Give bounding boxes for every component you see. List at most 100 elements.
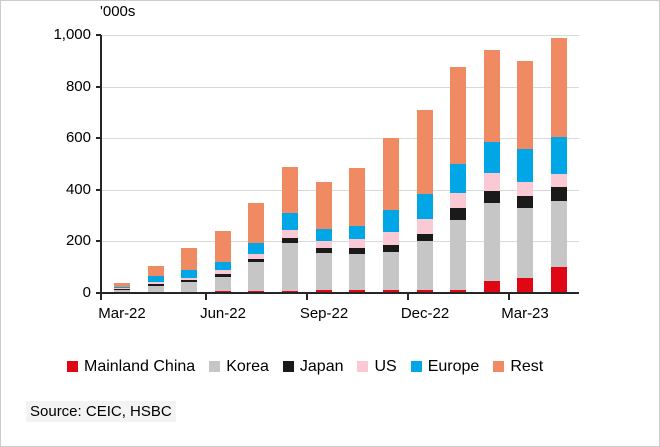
legend-swatch-europe	[410, 361, 422, 372]
bar-segment-rest-nov-22	[383, 138, 399, 210]
bar-segment-us-jul-22	[248, 254, 264, 259]
y-axis-line	[100, 35, 102, 300]
bar-segment-korea-aug-22	[282, 243, 298, 291]
bar-segment-us-aug-22	[282, 230, 298, 238]
y-axis-tick-mark	[96, 34, 101, 36]
bar-segment-europe-mar-23	[517, 149, 533, 182]
bar-segment-europe-mar-22	[114, 287, 130, 288]
y-axis-tick-mark	[96, 189, 101, 191]
bar-segment-korea-may-22	[181, 282, 197, 292]
legend-swatch-rest	[493, 361, 505, 372]
bar-segment-rest-mar-23	[517, 61, 533, 149]
bar-segment-korea-jan-23	[450, 220, 466, 290]
x-axis-label: Dec-22	[400, 305, 450, 322]
x-axis-label: Mar-22	[98, 305, 146, 322]
bar-segment-japan-mar-22	[114, 289, 130, 290]
x-axis-tick-mark	[205, 293, 207, 300]
bar-segment-europe-may-22	[181, 270, 197, 278]
bar-segment-korea-jun-22	[215, 277, 231, 291]
y-axis-tick-label: 1,000	[53, 26, 91, 43]
y-axis-tick-mark	[96, 86, 101, 88]
legend-item-japan: Japan	[282, 357, 343, 376]
legend-item-europe: Europe	[410, 357, 480, 376]
bar-segment-korea-dec-22	[417, 241, 433, 290]
bar-segment-korea-sep-22	[316, 253, 332, 290]
bar-segment-mainland-china-oct-22	[349, 290, 365, 293]
bar-segment-rest-mar-22	[114, 283, 130, 287]
bar-segment-mainland-china-apr-23	[551, 267, 567, 293]
bar-segment-europe-dec-22	[417, 194, 433, 219]
legend-swatch-japan	[282, 361, 294, 372]
legend-item-us: US	[357, 357, 397, 376]
bar-segment-us-sep-22	[316, 241, 332, 248]
y-axis-tick-label: 400	[65, 181, 91, 198]
legend-item-rest: Rest	[493, 357, 543, 376]
bar-segment-korea-apr-23	[551, 201, 567, 267]
x-axis-line	[100, 292, 579, 294]
bar-segment-rest-dec-22	[417, 110, 433, 194]
bar-segment-mainland-china-jan-23	[450, 290, 466, 293]
bar-segment-korea-nov-22	[383, 252, 399, 290]
bar-segment-korea-jul-22	[248, 262, 264, 291]
legend-label-us: US	[374, 358, 397, 375]
bar-segment-europe-nov-22	[383, 210, 399, 232]
y-axis-tick-label: 200	[65, 232, 91, 249]
bar-segment-japan-jun-22	[215, 274, 231, 277]
bar-segment-japan-aug-22	[282, 238, 298, 243]
bar-segment-japan-dec-22	[417, 234, 433, 241]
bar-segment-korea-mar-22	[114, 290, 130, 292]
bar-segment-europe-apr-23	[551, 137, 567, 174]
bar-segment-us-feb-23	[484, 173, 500, 191]
bar-segment-rest-aug-22	[282, 167, 298, 213]
legend-item-korea: Korea	[209, 357, 269, 376]
bar-segment-europe-jan-23	[450, 164, 466, 193]
y-axis-tick-mark	[96, 292, 101, 294]
bar-segment-rest-jan-23	[450, 67, 466, 164]
bar-segment-europe-aug-22	[282, 213, 298, 230]
bar-segment-us-mar-23	[517, 182, 533, 196]
legend-swatch-us	[357, 361, 369, 372]
bar-segment-japan-jul-22	[248, 259, 264, 262]
bar-segment-korea-feb-23	[484, 203, 500, 281]
x-axis-tick-mark	[508, 293, 510, 300]
bar-segment-us-nov-22	[383, 232, 399, 245]
y-axis-tick-label: 0	[82, 284, 91, 301]
bar-segment-japan-apr-22	[148, 284, 164, 286]
bar-segment-japan-mar-23	[517, 196, 533, 208]
bar-segment-europe-apr-22	[148, 276, 164, 282]
bar-segment-europe-oct-22	[349, 226, 365, 239]
bar-segment-mainland-china-feb-23	[484, 281, 500, 293]
bar-segment-japan-jan-23	[450, 208, 466, 220]
bar-segment-us-may-22	[181, 278, 197, 280]
bar-segment-rest-jul-22	[248, 203, 264, 243]
bar-segment-us-dec-22	[417, 219, 433, 234]
source-note: Source: CEIC, HSBC	[26, 401, 176, 422]
legend-swatch-korea	[209, 361, 221, 372]
x-axis-label: Mar-23	[501, 305, 549, 322]
bar-segment-rest-jun-22	[215, 231, 231, 262]
bar-segment-korea-mar-23	[517, 208, 533, 278]
bar-segment-us-apr-22	[148, 282, 164, 284]
bar-segment-rest-may-22	[181, 248, 197, 270]
bar-segment-europe-jul-22	[248, 243, 264, 254]
bar-segment-us-jun-22	[215, 270, 231, 274]
bar-segment-japan-may-22	[181, 280, 197, 282]
bar-segment-europe-jun-22	[215, 262, 231, 270]
legend-item-mainland-china: Mainland China	[67, 357, 195, 376]
y-axis-unit-title: '000s	[100, 3, 136, 20]
bar-segment-mainland-china-dec-22	[417, 290, 433, 293]
bar-segment-mainland-china-nov-22	[383, 290, 399, 293]
legend-label-korea: Korea	[226, 358, 269, 375]
legend-label-mainland-china: Mainland China	[84, 358, 196, 375]
gridline-400	[101, 190, 579, 191]
x-axis-tick-mark	[306, 293, 308, 300]
bar-segment-europe-feb-23	[484, 142, 500, 173]
y-axis-tick-mark	[96, 137, 101, 139]
bar-segment-rest-sep-22	[316, 182, 332, 229]
bar-segment-europe-sep-22	[316, 229, 332, 241]
bar-segment-us-apr-23	[551, 174, 567, 187]
gridline-1000	[101, 35, 579, 36]
legend-label-europe: Europe	[427, 358, 480, 375]
legend-swatch-mainland-china	[67, 361, 78, 372]
